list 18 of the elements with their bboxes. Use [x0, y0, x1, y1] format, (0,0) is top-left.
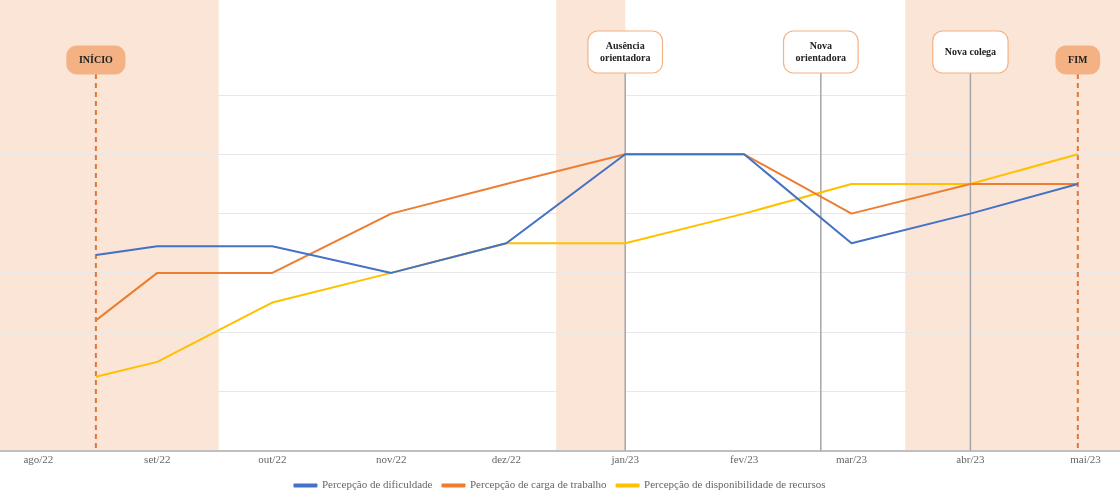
legend-label: Percepção de dificuldade	[321, 478, 433, 491]
x-tick-label: out/22	[258, 453, 287, 466]
ref-line-label: Ausência orientadora	[599, 39, 651, 63]
ref-line-label: FIM	[1068, 53, 1089, 65]
x-tick-label: jan/23	[610, 453, 640, 466]
legend-label: Percepção de disponibilidade de recursos	[644, 478, 826, 491]
x-tick-label: abr/23	[956, 453, 985, 466]
x-tick-label: set/22	[144, 453, 171, 466]
ref-line-label: INÍCIO	[78, 53, 114, 65]
x-tick-label: fev/23	[730, 453, 759, 466]
x-tick-label: ago/22	[23, 453, 54, 466]
x-tick-label: mai/23	[1070, 453, 1102, 466]
x-tick-label: dez/22	[491, 453, 521, 466]
legend-label: Percepção de carga de trabalho	[470, 478, 608, 491]
x-tick-label: mar/23	[835, 453, 868, 466]
x-tick-label: nov/22	[375, 453, 407, 466]
ref-line-label: Nova orientadora	[795, 39, 847, 63]
ref-line-label: Nova colega	[944, 45, 997, 57]
